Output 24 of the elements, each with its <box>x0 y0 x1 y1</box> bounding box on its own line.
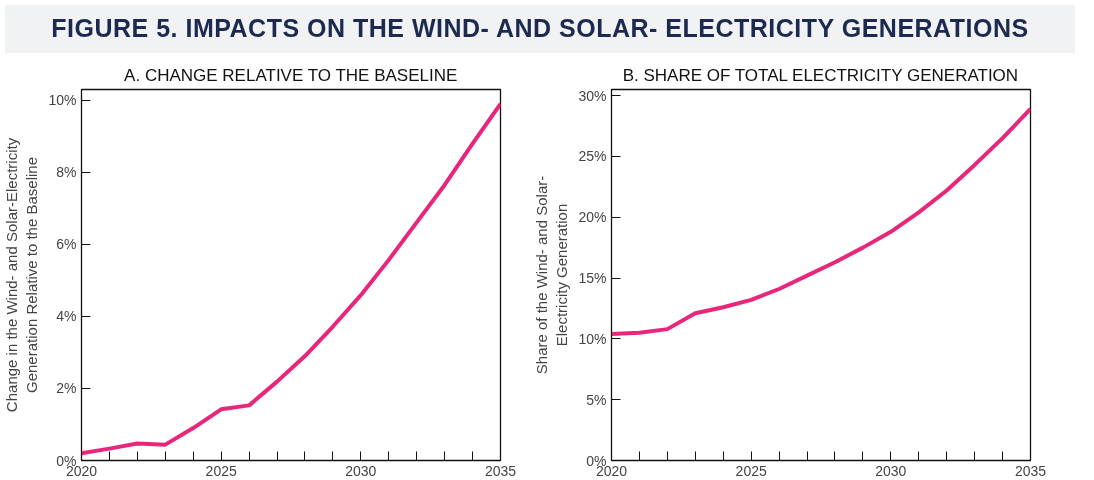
x-tick-label: 2025 <box>735 462 767 479</box>
y-tick-label: 8% <box>56 164 77 181</box>
y-tick-label: 20% <box>578 209 607 226</box>
y-tick-label: 15% <box>578 270 607 287</box>
x-tick-label: 2025 <box>205 462 237 479</box>
x-tick-label: 2030 <box>875 462 907 479</box>
y-tick-label: 6% <box>56 236 77 253</box>
y-tick-label: 30% <box>578 87 607 104</box>
y-axis-title: Change in the Wind- and Solar-Electricity Generation Relative to the Baseline <box>3 137 41 413</box>
chart-title: B. SHARE OF TOTAL ELECTRICITY GENERATION <box>622 65 1019 85</box>
x-tick-label: 2035 <box>1014 462 1047 479</box>
text: FIGURE 5. IMPACTS ON THE WIND- AND SOLAR- ELECTRICITY GENERATIONS <box>5 5 1075 53</box>
chart-title: A. CHANGE RELATIVE TO THE BASELINE <box>124 65 458 85</box>
line-series <box>611 106 1031 336</box>
y-tick-label: 4% <box>56 308 77 325</box>
y-tick-label: 10% <box>578 330 607 347</box>
y-tick-label: 10% <box>48 92 77 109</box>
x-tick-label: 2035 <box>484 462 517 479</box>
y-tick-label: 2% <box>56 380 77 397</box>
y-tick-label: 5% <box>586 391 607 408</box>
x-tick-label: 2030 <box>345 462 377 479</box>
line-series <box>81 101 501 456</box>
y-tick-label: 25% <box>578 148 607 165</box>
y-axis-title: Share of the Wind- and Solar- Electricity Generation <box>533 175 571 375</box>
